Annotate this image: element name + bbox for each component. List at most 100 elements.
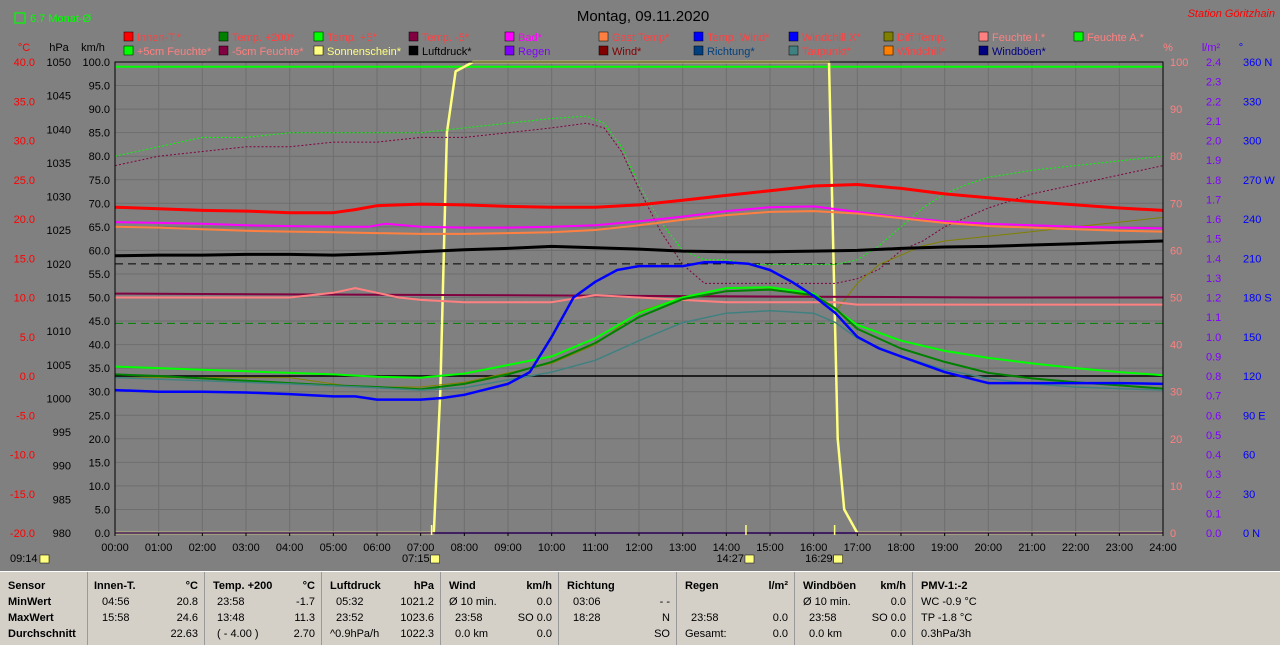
tick-label-direction: 60 xyxy=(1243,450,1255,462)
tick-label-rain: 2.1 xyxy=(1206,116,1221,128)
innen-min-time: 04:56 xyxy=(102,596,130,608)
legend-item: Gast Temp* xyxy=(598,31,670,44)
tick-label-direction: 210 xyxy=(1243,253,1261,265)
legend-swatch xyxy=(1073,31,1084,42)
tick-label-humidity: 80 xyxy=(1170,151,1182,163)
tick-label-time: 18:00 xyxy=(887,542,915,554)
tick-label-time: 17:00 xyxy=(844,542,872,554)
tick-label-direction: 90 E xyxy=(1243,410,1266,422)
col-pmv: PMV-1:-2 WC -0.9 °C TP -1.8 °C 0.3hPa/3h xyxy=(913,572,1280,645)
tick-label-pressure: 1010 xyxy=(47,326,71,338)
legend: Innen-T.* Temp. +200* Temp. +5* Temp. -5* Ba… xyxy=(123,31,1145,58)
tick-label-time: 02:00 xyxy=(189,542,217,554)
tick-label-humidity: 10 xyxy=(1170,481,1182,493)
tick-label-rain: 2.0 xyxy=(1206,136,1221,148)
luftdruck-max-time: 23:52 xyxy=(336,612,364,624)
tick-label-wind: 5.0 xyxy=(95,504,110,516)
temp200-min-time: 23:58 xyxy=(217,596,245,608)
luftdruck-trend: ^0.9hPa/h xyxy=(330,628,380,640)
tick-label-wind: 95.0 xyxy=(89,81,110,93)
station-name: Station Göritzhain xyxy=(1188,8,1275,20)
pmv-taupunkt: TP -1.8 °C xyxy=(921,612,973,624)
tick-label-time: 07:00 xyxy=(407,542,435,554)
tick-label-humidity: 50 xyxy=(1170,293,1182,305)
col-temp200: Temp. +200 °C 23:58 -1.7 13:48 11.3 ( - … xyxy=(205,572,322,645)
legend-item: -5cm Feuchte* xyxy=(218,45,304,58)
tick-label-rain: 0.2 xyxy=(1206,489,1221,501)
luftdruck-avg-value: 1022.3 xyxy=(400,628,434,640)
tick-label-wind: 15.0 xyxy=(89,457,110,469)
tick-label-time: 15:00 xyxy=(756,542,784,554)
tick-label-humidity: 100 xyxy=(1170,57,1188,69)
tick-label-rain: 0.7 xyxy=(1206,391,1221,403)
tick-label-direction: 300 xyxy=(1243,136,1261,148)
tick-label-pressure: 1030 xyxy=(47,192,71,204)
wind-max-time: 23:58 xyxy=(455,612,483,624)
series-bad xyxy=(114,205,1164,230)
legend-swatch xyxy=(883,31,894,42)
innen-min-value: 20.8 xyxy=(176,596,198,608)
richtung-avg-value: SO xyxy=(654,628,670,640)
col-unit-regen: l/m² xyxy=(768,580,788,592)
wind-min-label: Ø 10 min. xyxy=(449,596,497,608)
tick-label-temp: -5.0 xyxy=(16,410,35,422)
tick-label-rain: 0.4 xyxy=(1206,450,1221,462)
tick-label-temp: -15.0 xyxy=(10,489,35,501)
regen-total-label: Gesamt: xyxy=(685,628,727,640)
tick-label-rain: 1.1 xyxy=(1206,312,1221,324)
tick-label-rain: 0.8 xyxy=(1206,371,1221,383)
col-unit-temp200: °C xyxy=(302,580,315,592)
tick-label-rain: 1.2 xyxy=(1206,293,1221,305)
windboen-avg-value: 0.0 xyxy=(890,628,906,640)
weather-chart: 6.7 Monat-Ø Montag, 09.11.2020 Station G… xyxy=(9,8,1276,565)
legend-label: Windchill* xyxy=(897,46,946,58)
tick-label-wind: 70.0 xyxy=(89,198,110,210)
tick-label-time: 13:00 xyxy=(669,542,697,554)
tick-label-pressure: 1050 xyxy=(47,57,71,69)
tick-label-rain: 1.8 xyxy=(1206,175,1221,187)
col-header-richtung: Richtung xyxy=(567,580,615,592)
regen-max-value: 0.0 xyxy=(772,612,788,624)
tick-label-rain: 1.6 xyxy=(1206,214,1221,226)
reference-lines xyxy=(115,65,1163,377)
temp200-avg-value: 2.70 xyxy=(293,628,315,640)
tick-label-wind: 25.0 xyxy=(89,410,110,422)
tick-label-wind: 55.0 xyxy=(89,269,110,281)
col-header-pmv: PMV-1:-2 xyxy=(921,580,968,592)
tick-label-pressure: 1000 xyxy=(47,393,71,405)
monat-indicator: 6.7 Monat-Ø xyxy=(14,12,92,25)
tick-label-direction: 30 xyxy=(1243,489,1255,501)
col-unit-windboen: km/h xyxy=(880,580,906,592)
tick-label-pressure: 985 xyxy=(53,494,71,506)
col-richtung: Richtung 03:06 - - 18:28 N SO xyxy=(559,572,677,645)
tick-label-direction: 360 N xyxy=(1243,57,1272,69)
legend-item: Bad* xyxy=(504,31,543,44)
legend-swatch xyxy=(504,45,515,56)
col-sensor: Sensor MinWert MaxWert Durchschnitt xyxy=(0,572,88,645)
pmv-pressure-trend: 0.3hPa/3h xyxy=(921,628,972,640)
tick-label-temp: 30.0 xyxy=(14,136,35,148)
tick-label-humidity: 60 xyxy=(1170,245,1182,257)
temp200-avg-note: ( - 4.00 ) xyxy=(217,628,259,640)
legend-label: Temp. +5* xyxy=(327,32,378,44)
tick-label-time: 23:00 xyxy=(1106,542,1134,554)
tick-label-humidity: 90 xyxy=(1170,104,1182,116)
row-label-min: MinWert xyxy=(8,596,52,608)
legend-label: Luftdruck* xyxy=(422,46,472,58)
col-header-temp200: Temp. +200 xyxy=(213,580,273,592)
tick-label-wind: 45.0 xyxy=(89,316,110,328)
richtung-min-value: - - xyxy=(659,596,670,608)
regen-max-time: 23:58 xyxy=(691,612,719,624)
series--5cm-feuchte xyxy=(114,122,1164,284)
tick-label-time: 16:00 xyxy=(800,542,828,554)
temp200-max-value: 11.3 xyxy=(294,612,315,624)
legend-swatch xyxy=(788,45,799,56)
sun-marker: 09:14 xyxy=(10,553,50,565)
sun-marker: 14:27 xyxy=(716,525,755,565)
legend-swatch xyxy=(978,45,989,56)
tick-label-wind: 85.0 xyxy=(89,128,110,140)
axis-unit-wind: km/h xyxy=(81,42,105,54)
axis-ticks: 40.0 35.0 30.0 25.0 20.0 15.0 10.0 5.0 0.0 -5.0 -1… xyxy=(10,57,1275,554)
legend-item: Feuchte A.* xyxy=(1073,31,1145,44)
sun-marker-icon xyxy=(833,554,843,564)
